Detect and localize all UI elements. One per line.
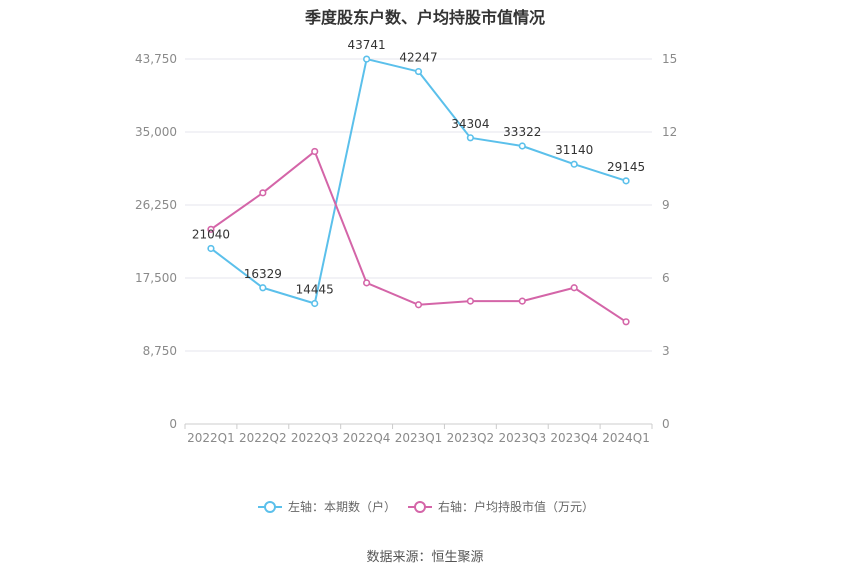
series <box>207 55 630 326</box>
y-left-tick-label: 8,750 <box>143 344 177 358</box>
series-point-1 <box>259 284 267 292</box>
series-point-2 <box>518 297 526 305</box>
legend-marker-2 <box>414 501 426 513</box>
source-note: 数据来源：恒生聚源 <box>366 550 484 565</box>
legend: 左轴：本期数（户） 右轴：户均持股市值（万元） <box>258 499 594 514</box>
x-tick-label: 2022Q1 <box>187 431 235 445</box>
series-point-2 <box>466 297 474 305</box>
series-point-2 <box>363 279 371 287</box>
series-point-2 <box>570 284 578 292</box>
legend-label-2: 右轴：户均持股市值（万元） <box>438 499 594 514</box>
series-point-1 <box>311 299 319 308</box>
x-tick-label: 2022Q4 <box>343 431 391 445</box>
data-label: 16329 <box>244 267 282 281</box>
y-right-tick-label: 0 <box>662 417 670 431</box>
y-left-tick-label: 26,250 <box>135 198 177 212</box>
data-label: 29145 <box>607 160 645 174</box>
chart-title: 季度股东户数、户均持股市值情况 <box>304 8 545 27</box>
x-tick-label: 2022Q2 <box>239 431 287 445</box>
series-point-1 <box>363 55 371 63</box>
legend-label-1: 左轴：本期数（户） <box>288 499 396 514</box>
x-tick-label: 2024Q1 <box>602 431 650 445</box>
y-left-tick-label: 43,750 <box>135 52 177 66</box>
series-point-1 <box>466 134 474 142</box>
series-point-2 <box>311 147 319 156</box>
grid-lines <box>185 58 652 425</box>
x-tick-label: 2022Q3 <box>291 431 339 445</box>
data-label: 34304 <box>451 117 489 131</box>
series-point-1 <box>207 244 215 253</box>
data-label: 43741 <box>348 38 386 52</box>
axes: 0 8,750 17,500 26,250 35,000 43,750 0 3 6 9 12 15 20… <box>135 52 677 445</box>
series-point-1 <box>570 160 578 168</box>
y-left-tick-label: 35,000 <box>135 125 177 139</box>
data-label: 31140 <box>555 143 593 157</box>
data-label: 33322 <box>503 125 541 139</box>
y-right-tick-label: 12 <box>662 125 677 139</box>
y-left-tick-label: 0 <box>169 417 177 431</box>
series-point-2 <box>207 225 215 233</box>
x-tick-label: 2023Q1 <box>395 431 443 445</box>
x-tick-label: 2023Q4 <box>550 431 598 445</box>
x-tick-label: 2023Q3 <box>498 431 546 445</box>
series-point-1 <box>622 177 630 185</box>
series-point-1 <box>414 67 423 76</box>
series-point-2 <box>622 318 630 326</box>
y-left-tick-label: 17,500 <box>135 271 177 285</box>
legend-marker-1 <box>264 501 276 513</box>
series-point-2 <box>414 301 423 309</box>
y-right-tick-label: 15 <box>662 52 677 66</box>
data-labels: 21040 16329 14445 43741 42247 34304 33322 31140… <box>192 38 645 296</box>
y-right-tick-label: 6 <box>662 271 670 285</box>
y-right-tick-label: 3 <box>662 344 670 358</box>
series-line-2 <box>210 150 627 323</box>
data-label: 21040 <box>192 227 230 241</box>
y-right-tick-label: 9 <box>662 198 670 212</box>
series-point-2 <box>259 189 267 197</box>
data-label: 14445 <box>296 282 334 296</box>
x-tick-label: 2023Q2 <box>447 431 495 445</box>
series-point-1 <box>518 142 526 150</box>
data-label: 42247 <box>399 51 437 65</box>
